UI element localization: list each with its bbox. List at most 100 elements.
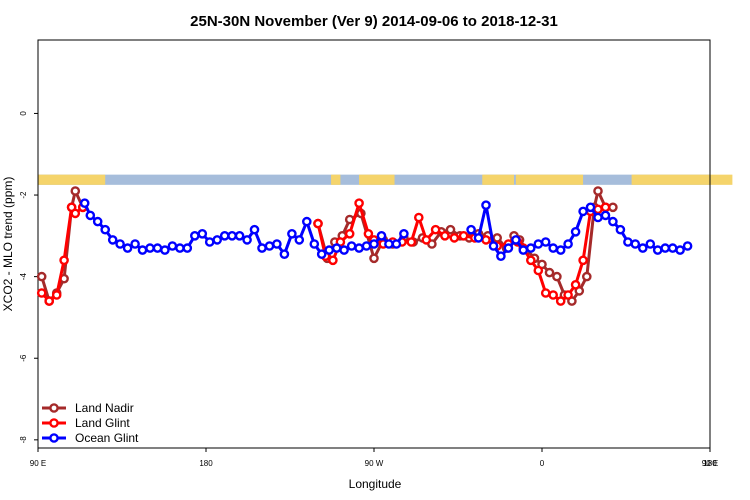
data-point-land-nadir [608, 202, 618, 213]
data-point-ocean-glint [481, 200, 491, 210]
data-point-land-glint [51, 290, 62, 300]
y-tick-label: -2 [19, 191, 28, 199]
data-point-ocean-glint [638, 243, 648, 253]
data-point-ocean-glint [623, 237, 633, 247]
data-point-ocean-glint [242, 235, 252, 245]
data-point-ocean-glint [667, 243, 678, 253]
data-point-land-glint [600, 202, 611, 213]
data-point-ocean-glint [511, 235, 521, 245]
data-point-ocean-glint [257, 243, 267, 253]
data-point-ocean-glint [376, 230, 387, 241]
land-ocean-strip [38, 174, 733, 185]
legend-label: Land Nadir [75, 401, 134, 415]
land-band [38, 174, 106, 185]
data-point-ocean-glint [130, 239, 140, 249]
data-point-land-glint [328, 255, 338, 266]
data-point-ocean-glint [92, 216, 103, 227]
data-point-ocean-glint [122, 243, 133, 253]
data-point-ocean-glint [555, 245, 566, 255]
chart-title: 25N-30N November (Ver 9) 2014-09-06 to 2… [190, 13, 558, 30]
data-point-ocean-glint [526, 243, 536, 253]
data-point-ocean-glint [287, 228, 297, 239]
data-point-ocean-glint [301, 216, 312, 227]
x-tick-label: 90 W [365, 459, 384, 468]
data-point-ocean-glint [615, 224, 626, 235]
data-point-ocean-glint [399, 228, 409, 239]
data-point-land-nadir [552, 271, 562, 282]
legend-marker [49, 433, 59, 443]
legend-item-land-glint: Land Glint [42, 416, 130, 430]
data-point-ocean-glint [548, 243, 559, 253]
y-tick-label: -4 [19, 273, 28, 281]
data-point-ocean-glint [682, 241, 693, 251]
data-point-land-glint [59, 255, 69, 266]
data-point-ocean-glint [324, 245, 335, 255]
data-point-ocean-glint [167, 241, 178, 251]
data-point-ocean-glint [234, 230, 245, 241]
x-tick-label: 90 E [702, 459, 718, 468]
data-point-land-glint [70, 208, 81, 219]
data-point-ocean-glint [369, 239, 379, 249]
data-point-ocean-glint [391, 239, 402, 249]
data-point-ocean-glint [152, 243, 163, 253]
data-point-land-glint [555, 296, 566, 306]
data-point-ocean-glint [115, 239, 125, 249]
data-point-land-glint [449, 233, 460, 243]
data-point-land-glint [313, 218, 323, 229]
data-point-ocean-glint [294, 235, 305, 245]
data-point-ocean-glint [540, 237, 551, 247]
y-tick-label: 0 [19, 111, 28, 116]
data-point-land-nadir [582, 271, 592, 282]
series-layer [36, 186, 693, 306]
data-point-land-glint [421, 235, 432, 245]
data-point-ocean-glint [361, 241, 372, 251]
data-point-ocean-glint [279, 249, 290, 259]
legend-marker [49, 403, 59, 413]
data-point-ocean-glint [488, 241, 499, 251]
data-point-ocean-glint [264, 241, 275, 251]
land-band [631, 174, 733, 185]
data-point-ocean-glint [496, 251, 506, 262]
data-point-land-glint [406, 237, 417, 247]
data-point-ocean-glint [503, 243, 514, 253]
data-point-land-glint [540, 288, 551, 298]
data-point-ocean-glint [466, 224, 476, 235]
legend-marker [49, 418, 59, 428]
y-tick-label: -6 [19, 354, 28, 362]
legend-label: Land Glint [75, 416, 130, 430]
data-point-ocean-glint [204, 237, 215, 247]
data-point-ocean-glint [189, 230, 200, 241]
data-point-land-nadir [36, 271, 47, 282]
data-point-ocean-glint [593, 212, 603, 223]
data-point-ocean-glint [578, 206, 588, 217]
data-point-land-nadir [369, 253, 379, 264]
data-point-land-nadir [70, 186, 81, 196]
data-point-land-nadir [492, 233, 503, 243]
series-ocean-glint [79, 198, 693, 262]
data-point-ocean-glint [652, 245, 663, 255]
data-point-ocean-glint [182, 243, 193, 253]
data-point-ocean-glint [660, 243, 671, 253]
data-point-ocean-glint [249, 224, 260, 235]
data-point-ocean-glint [107, 235, 118, 245]
x-tick-label: 180 [199, 459, 213, 468]
data-point-land-glint [481, 235, 491, 245]
data-point-land-glint [344, 228, 355, 239]
data-point-land-glint [533, 265, 544, 276]
x-tick-label: 180 [703, 459, 717, 468]
data-point-land-glint [440, 230, 450, 241]
y-tick-label: -8 [19, 436, 28, 444]
data-point-ocean-glint [675, 245, 685, 255]
data-point-ocean-glint [160, 245, 170, 255]
data-point-ocean-glint [384, 239, 394, 249]
data-point-ocean-glint [197, 228, 208, 239]
data-point-land-glint [526, 255, 536, 266]
data-point-ocean-glint [175, 243, 185, 253]
data-point-ocean-glint [85, 210, 96, 221]
land-band [515, 174, 584, 185]
data-point-ocean-glint [600, 210, 611, 221]
data-point-ocean-glint [272, 239, 282, 249]
data-point-land-glint [36, 288, 47, 298]
